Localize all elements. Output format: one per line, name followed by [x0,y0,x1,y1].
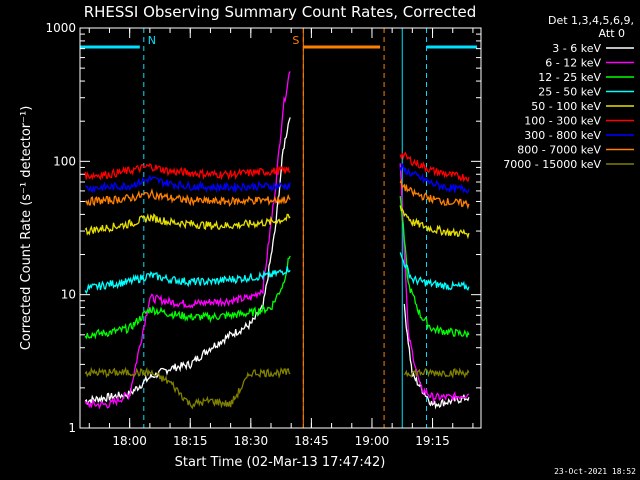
legend-label-5: 100 - 300 keV [524,115,601,128]
legend-label-0: 3 - 6 keV [552,42,601,55]
x-tick-label-0: 18:00 [112,434,147,448]
y-tick-label-0: 1 [68,421,76,435]
legend-title-line-1: Det 1,3,4,5,6,9, [548,14,634,27]
x-tick-label-3: 18:45 [294,434,329,448]
legend-label-8: 7000 - 15000 keV [503,158,601,171]
x-tick-label-2: 18:30 [234,434,269,448]
x-tick-label-1: 18:15 [173,434,208,448]
y-axis: 1 10 100 1000 [45,21,481,435]
legend: Det 1,3,4,5,6,9, Att 0 3 - 6 keV 6 - 12 k… [503,14,634,171]
y-axis-label: Corrected Count Rate (s⁻¹ detector⁻¹) [19,106,34,351]
series-line-7 [84,178,470,210]
y-tick-label-1: 10 [61,288,76,302]
series-line-8 [84,366,470,410]
series-line-2 [84,196,470,340]
series-layer [84,71,470,410]
series-line-5 [84,151,470,183]
x-axis: 18:00 18:15 18:30 18:45 19:00 19:15 [88,28,474,448]
legend-label-6: 300 - 800 keV [524,129,601,142]
series-line-1 [84,71,470,410]
night-label: N [148,34,156,47]
legend-label-3: 25 - 50 keV [538,86,601,99]
x-tick-label-4: 19:00 [355,434,390,448]
series-line-4 [84,205,470,240]
y-tick-label-2: 100 [53,154,76,168]
y-tick-label-3: 1000 [45,21,76,35]
series-line-3 [84,252,470,295]
x-axis-label: Start Time (02-Mar-13 17:47:42) [175,455,386,470]
plot-frame [79,27,482,429]
generation-timestamp: 23-Oct-2021 18:52 [554,467,636,476]
legend-label-1: 6 - 12 keV [545,57,601,70]
legend-label-2: 12 - 25 keV [538,71,601,84]
saa-label: S [292,34,299,47]
x-tick-label-5: 19:15 [415,434,450,448]
chart-title: RHESSI Observing Summary Count Rates, Co… [84,3,477,21]
legend-title-line-2: Att 0 [599,27,625,40]
legend-label-4: 50 - 100 keV [531,100,601,113]
legend-label-7: 800 - 7000 keV [517,144,601,157]
series-line-6 [84,162,470,194]
